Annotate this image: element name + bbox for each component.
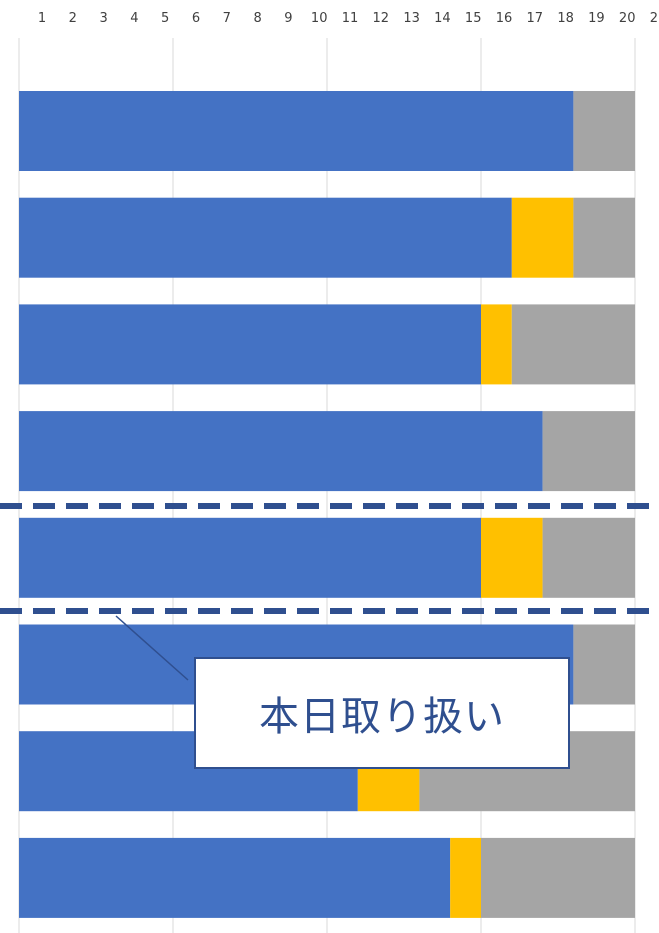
bar-segment <box>19 411 543 492</box>
x-tick-label: 5 <box>161 11 169 26</box>
bar-segment <box>19 91 574 171</box>
x-tick-label: 18 <box>557 11 574 26</box>
x-tick-label: 3 <box>99 11 107 26</box>
bar-segment <box>573 624 635 705</box>
x-tick-label: 9 <box>284 11 292 26</box>
bar-segment <box>481 304 512 385</box>
x-tick-label: 2 <box>69 11 77 26</box>
highlight-lines <box>0 503 659 614</box>
callout-box: 本日取り扱い <box>194 657 570 769</box>
x-tick-label: 17 <box>527 11 544 26</box>
x-tick-label: 1 <box>38 11 46 26</box>
x-tick-label: 11 <box>342 11 359 26</box>
x-tick-label: 7 <box>223 11 231 26</box>
callout-pointer <box>115 615 189 681</box>
bar-segment <box>481 837 635 918</box>
x-tick-label: 6 <box>192 11 200 26</box>
bar-segment <box>511 197 574 278</box>
bar-segment <box>573 197 635 278</box>
bar-segment <box>19 304 481 385</box>
bar-segment <box>542 517 635 598</box>
x-tick-label: 19 <box>588 11 605 26</box>
x-tick-label: 13 <box>403 11 420 26</box>
bar-segment <box>450 837 481 918</box>
bar-segment <box>542 411 635 492</box>
bar-segment <box>19 837 451 918</box>
x-tick-label: 20 <box>619 11 636 26</box>
bar-segment <box>481 517 543 598</box>
x-tick-label: 21 <box>650 11 659 26</box>
x-tick-label: 8 <box>253 11 261 26</box>
bar-segment <box>511 304 635 385</box>
callout-label: 本日取り扱い <box>259 694 505 740</box>
bar-segment <box>19 517 481 598</box>
bar-segment <box>19 197 512 278</box>
bar-segment <box>573 91 635 171</box>
x-tick-label: 12 <box>373 11 390 26</box>
x-tick-labels: 123456789101112131415161718192021 <box>38 11 659 26</box>
x-tick-label: 16 <box>496 11 513 26</box>
x-tick-label: 15 <box>465 11 482 26</box>
x-tick-label: 10 <box>311 11 328 26</box>
x-tick-label: 4 <box>130 11 138 26</box>
x-tick-label: 14 <box>434 11 451 26</box>
